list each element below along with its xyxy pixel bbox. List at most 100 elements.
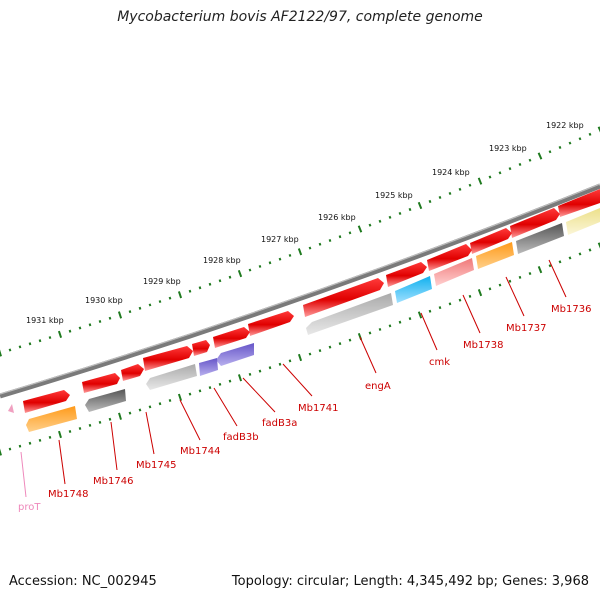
- gene-arrow[interactable]: [386, 262, 427, 287]
- minor-tick: [528, 272, 532, 276]
- gene-label[interactable]: fadB3a: [262, 418, 297, 429]
- minor-tick: [318, 242, 322, 246]
- minor-tick: [188, 289, 192, 293]
- minor-tick: [498, 283, 502, 287]
- minor-tick: [438, 195, 442, 199]
- minor-tick: [408, 207, 412, 212]
- minor-tick: [128, 310, 132, 314]
- minor-tick: [148, 405, 152, 409]
- minor-tick: [368, 331, 372, 335]
- minor-tick: [68, 429, 72, 434]
- gene-label[interactable]: engA: [365, 381, 391, 392]
- gene-arrow[interactable]: [434, 258, 474, 286]
- minor-tick: [388, 215, 392, 219]
- gene-arrow[interactable]: [146, 364, 197, 390]
- minor-tick: [328, 345, 332, 349]
- gene-arrow[interactable]: [248, 311, 294, 336]
- minor-tick: [348, 338, 352, 342]
- minor-tick: [558, 145, 562, 149]
- gene-arrow[interactable]: [303, 278, 384, 317]
- gene-label[interactable]: proT: [18, 502, 41, 513]
- minor-tick: [218, 382, 222, 386]
- tick-label: 1926 kbp: [318, 213, 356, 222]
- genome-backbone-highlight: [0, 183, 600, 395]
- minor-tick: [398, 320, 402, 324]
- gene-arrow[interactable]: [516, 223, 564, 254]
- gene-arrow[interactable]: [121, 364, 144, 381]
- major-tick: [0, 349, 2, 357]
- minor-tick: [78, 426, 82, 431]
- gene-label[interactable]: cmk: [429, 357, 450, 368]
- minor-tick: [568, 141, 572, 145]
- major-tick: [597, 126, 600, 133]
- gene-arrow[interactable]: [85, 389, 126, 412]
- gene-label[interactable]: Mb1746: [93, 476, 133, 487]
- gene-label[interactable]: fadB3b: [223, 432, 259, 443]
- minor-tick: [398, 211, 402, 215]
- minor-tick: [558, 260, 562, 264]
- minor-tick: [18, 345, 22, 349]
- major-tick: [237, 269, 243, 278]
- major-tick: [57, 330, 63, 339]
- minor-tick: [498, 171, 502, 175]
- gene-label[interactable]: Mb1738: [463, 340, 503, 351]
- minor-tick: [588, 132, 592, 136]
- minor-tick: [338, 342, 342, 346]
- gene-arrow[interactable]: [470, 228, 512, 254]
- gene-arrow[interactable]: [306, 293, 393, 335]
- gene-arrow[interactable]: [510, 208, 560, 238]
- gene-arrow[interactable]: [213, 327, 250, 348]
- minor-tick: [508, 279, 512, 283]
- minor-tick: [338, 235, 342, 239]
- minor-tick: [168, 398, 172, 403]
- minor-tick: [48, 336, 52, 340]
- major-tick: [537, 152, 543, 160]
- tick-label: 1924 kbp: [432, 168, 470, 177]
- minor-tick: [28, 441, 32, 445]
- gene-arrow[interactable]: [476, 242, 514, 269]
- gene-arrow[interactable]: [26, 406, 77, 432]
- tick-label: 1928 kbp: [203, 256, 241, 265]
- gene-arrow[interactable]: [427, 244, 472, 271]
- major-tick: [417, 311, 423, 319]
- minor-tick: [78, 326, 82, 330]
- minor-tick: [328, 238, 332, 243]
- minor-tick: [88, 323, 92, 327]
- minor-tick: [108, 316, 112, 320]
- minor-tick: [158, 300, 162, 304]
- minor-tick: [228, 379, 232, 383]
- inner-tick-ring: [0, 242, 600, 456]
- major-tick: [118, 412, 122, 420]
- gene-label[interactable]: Mb1745: [136, 460, 176, 471]
- gene-arrow[interactable]: [23, 390, 70, 413]
- gene-arrow[interactable]: [192, 340, 210, 356]
- minor-tick: [138, 306, 142, 310]
- gene-arrow[interactable]: [82, 373, 120, 393]
- gene-label[interactable]: Mb1736: [551, 304, 591, 315]
- minor-tick: [428, 309, 432, 313]
- minor-tick: [268, 366, 272, 370]
- gene-label[interactable]: Mb1748: [48, 489, 88, 500]
- gene-arrow[interactable]: [566, 208, 600, 235]
- minor-tick: [258, 264, 262, 268]
- minor-tick: [228, 275, 232, 279]
- gene-label[interactable]: Mb1741: [298, 403, 338, 414]
- minor-tick: [568, 256, 572, 260]
- minor-tick: [448, 302, 452, 306]
- minor-tick: [138, 408, 142, 412]
- major-tick: [177, 393, 183, 402]
- gene-arrow[interactable]: [8, 404, 14, 413]
- gene-arrow[interactable]: [558, 189, 600, 217]
- minor-tick: [348, 231, 352, 235]
- gene-label[interactable]: Mb1744: [180, 446, 220, 457]
- major-tick: [58, 430, 62, 439]
- gene-arrow[interactable]: [395, 276, 432, 303]
- gene-arrow[interactable]: [143, 346, 193, 371]
- major-tick: [177, 291, 183, 299]
- gene-arrow[interactable]: [216, 343, 254, 366]
- gene-arrow[interactable]: [199, 358, 218, 376]
- minor-tick: [198, 286, 202, 290]
- tick-label: 1922 kbp: [546, 121, 584, 130]
- minor-tick: [218, 279, 222, 283]
- gene-label[interactable]: Mb1737: [506, 323, 546, 334]
